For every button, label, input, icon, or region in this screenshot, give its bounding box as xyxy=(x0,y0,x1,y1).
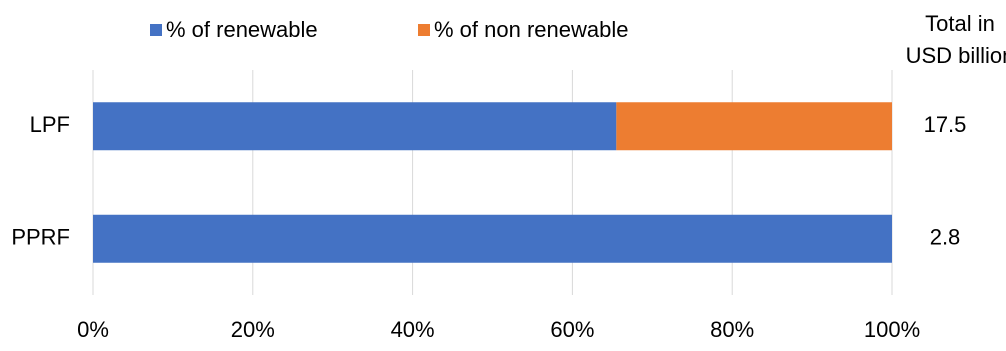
y-tick-label: PPRF xyxy=(11,225,70,250)
x-tick-label: 20% xyxy=(231,317,275,342)
bar-segment xyxy=(616,102,892,151)
y-tick-label: LPF xyxy=(30,112,70,137)
total-value: 2.8 xyxy=(930,225,961,250)
x-tick-label: 0% xyxy=(77,317,109,342)
bar-segment xyxy=(93,214,892,263)
total-value: 17.5 xyxy=(924,112,967,137)
x-tick-label: 80% xyxy=(710,317,754,342)
legend-swatch xyxy=(150,24,162,36)
legend-label: % of renewable xyxy=(166,17,318,42)
x-tick-label: 100% xyxy=(864,317,920,342)
legend-label: % of non renewable xyxy=(434,17,628,42)
legend-swatch xyxy=(418,24,430,36)
x-tick-label: 60% xyxy=(550,317,594,342)
totals-title: Total in USD billion xyxy=(905,11,1006,68)
bar-segment xyxy=(93,102,617,151)
x-tick-label: 40% xyxy=(391,317,435,342)
